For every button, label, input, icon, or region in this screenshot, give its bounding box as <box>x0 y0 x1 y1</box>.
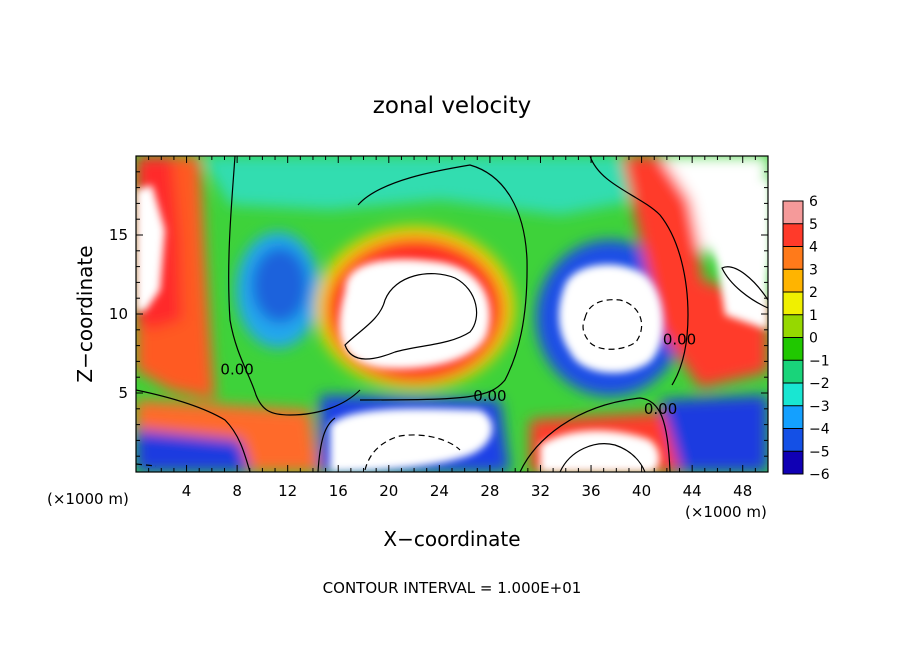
colorbar-segment <box>783 223 803 247</box>
colorbar-segment <box>783 314 803 338</box>
colorbar: 6 5 4 3 2 1 0 −1 −2 −3 −4 −5 −6 <box>782 194 830 483</box>
colorbar-segment <box>783 360 803 384</box>
contour-bottom-left-dashed <box>136 463 157 467</box>
x-unit-left: (×1000 m) <box>47 490 129 508</box>
colorbar-segment <box>783 383 803 407</box>
contour-label: 0.00 <box>220 360 253 378</box>
colorbar-label: −3 <box>809 399 830 415</box>
colorbar-label: 6 <box>809 194 818 210</box>
y-tick-label: 5 <box>118 384 128 402</box>
colorbar-segment <box>783 246 803 270</box>
contour-label: 0.00 <box>663 330 696 348</box>
zero-contour-lower-right <box>519 397 671 472</box>
y-axis-label: Z−coordinate <box>73 245 97 382</box>
x-tick-label: 4 <box>182 482 192 500</box>
x-tick-label: 44 <box>683 482 702 500</box>
x-axis-label: X−coordinate <box>383 527 520 551</box>
zero-contour-left <box>228 156 361 416</box>
contour-interval-footer: CONTOUR INTERVAL = 1.000E+01 <box>323 579 582 597</box>
colorbar-segment <box>783 405 803 429</box>
colorbar-segment <box>783 451 803 475</box>
colorbar-label: 3 <box>809 262 818 278</box>
colorbar-segment <box>783 337 803 361</box>
contour-right-small <box>721 266 768 309</box>
zero-contour-lower-left <box>136 389 251 472</box>
x-axis-ticks: 4 8 12 16 20 24 28 32 36 40 44 48 <box>148 156 756 500</box>
x-tick-label: 20 <box>379 482 398 500</box>
y-tick-label: 15 <box>109 226 128 244</box>
colorbar-label: −4 <box>809 422 830 438</box>
x-tick-label: 12 <box>278 482 297 500</box>
y-axis-ticks: 5 10 15 <box>109 171 768 457</box>
contour-label: 0.00 <box>644 400 677 418</box>
colorbar-label: 2 <box>809 285 818 301</box>
colorbar-segment <box>783 201 803 225</box>
zero-contour-right <box>589 156 689 386</box>
colorbar-label: 5 <box>809 217 818 233</box>
colorbar-label: −2 <box>809 376 830 392</box>
contour-lines <box>136 156 768 472</box>
colorbar-label: 1 <box>809 308 818 324</box>
x-tick-label: 24 <box>430 482 449 500</box>
zero-contour-center <box>357 164 528 401</box>
colorbar-label: 4 <box>809 240 818 256</box>
colorbar-segment <box>783 292 803 316</box>
contour-bottom-right <box>559 443 646 472</box>
colorbar-label: −5 <box>809 444 830 460</box>
contour-bottom-dashed <box>364 434 461 471</box>
y-tick-label: 10 <box>109 305 128 323</box>
zero-contour-bottom-mid <box>317 417 336 472</box>
x-tick-label: 8 <box>232 482 242 500</box>
x-tick-label: 48 <box>733 482 752 500</box>
x-tick-label: 40 <box>632 482 651 500</box>
colorbar-label: 0 <box>809 331 818 347</box>
contour-labels: 0.00 0.00 0.00 0.00 <box>220 330 696 418</box>
inner-contour-center <box>344 273 478 360</box>
x-unit-right: (×1000 m) <box>685 503 767 521</box>
x-tick-label: 36 <box>581 482 600 500</box>
colorbar-segment <box>783 269 803 293</box>
x-tick-label: 16 <box>329 482 348 500</box>
colorbar-segment <box>783 428 803 452</box>
plot-area: 0.00 0.00 0.00 0.00 <box>136 156 768 472</box>
colorbar-label: −1 <box>809 353 830 369</box>
x-tick-label: 28 <box>480 482 499 500</box>
x-tick-label: 32 <box>531 482 550 500</box>
colorbar-label: −6 <box>809 467 830 483</box>
chart-title: zonal velocity <box>373 93 531 119</box>
contour-label: 0.00 <box>473 387 506 405</box>
